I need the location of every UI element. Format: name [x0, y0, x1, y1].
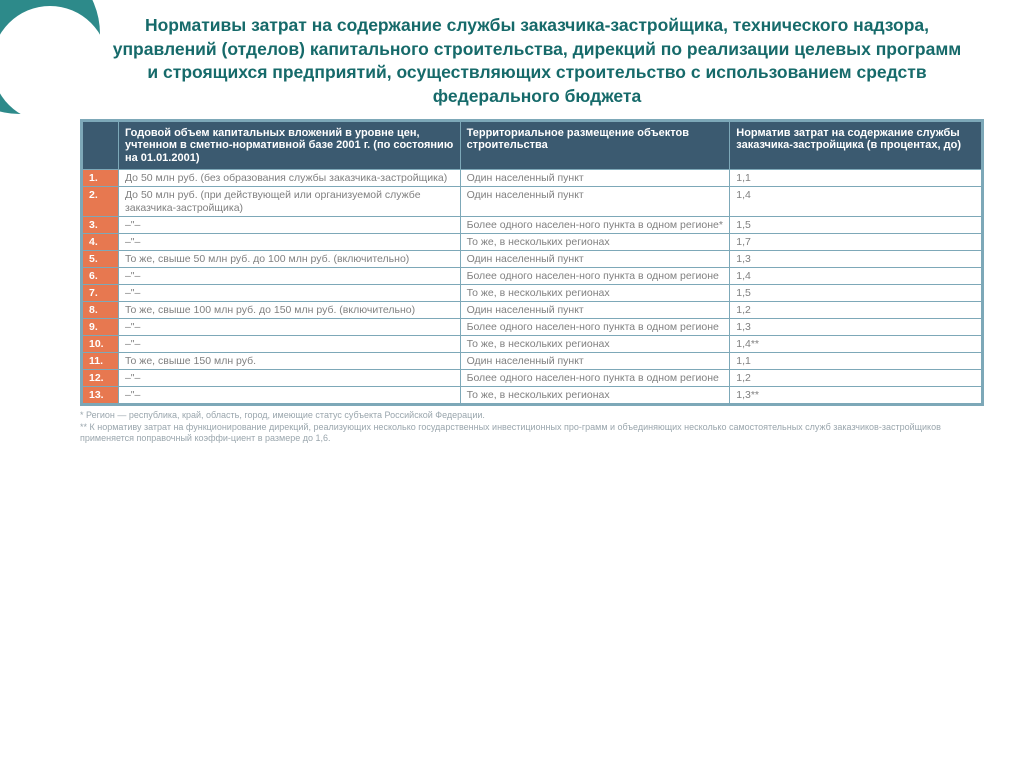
- row-volume: –"–: [118, 267, 460, 284]
- row-location: Более одного населен-ного пункта в одном…: [460, 318, 730, 335]
- row-volume: –"–: [118, 387, 460, 404]
- row-location: Более одного населен-ного пункта в одном…: [460, 370, 730, 387]
- row-location: То же, в нескольких регионах: [460, 387, 730, 404]
- table-row: 5.То же, свыше 50 млн руб. до 100 млн ру…: [83, 250, 982, 267]
- row-norm-value: 1,2: [730, 370, 982, 387]
- norms-table: Годовой объем капитальных вложений в уро…: [82, 121, 982, 405]
- row-norm-value: 1,5: [730, 216, 982, 233]
- table-row: 3.–"–Более одного населен-ного пункта в …: [83, 216, 982, 233]
- table-row: 2.До 50 млн руб. (при действующей или ор…: [83, 187, 982, 216]
- row-volume: До 50 млн руб. (при действующей или орга…: [118, 187, 460, 216]
- row-number: 8.: [83, 301, 119, 318]
- row-location: Более одного населен-ного пункта в одном…: [460, 216, 730, 233]
- row-location: То же, в нескольких регионах: [460, 336, 730, 353]
- row-location: Один населенный пункт: [460, 301, 730, 318]
- table-header-row: Годовой объем капитальных вложений в уро…: [83, 121, 982, 170]
- row-volume: –"–: [118, 233, 460, 250]
- row-number: 4.: [83, 233, 119, 250]
- row-number: 10.: [83, 336, 119, 353]
- row-volume: –"–: [118, 370, 460, 387]
- row-number: 3.: [83, 216, 119, 233]
- row-volume: –"–: [118, 336, 460, 353]
- row-norm-value: 1,7: [730, 233, 982, 250]
- row-location: Один населенный пункт: [460, 187, 730, 216]
- table-row: 10.–"–То же, в нескольких регионах1,4**: [83, 336, 982, 353]
- row-volume: То же, свыше 100 млн руб. до 150 млн руб…: [118, 301, 460, 318]
- table-row: 11.То же, свыше 150 млн руб.Один населен…: [83, 353, 982, 370]
- row-norm-value: 1,2: [730, 301, 982, 318]
- row-norm-value: 1,3: [730, 250, 982, 267]
- row-number: 5.: [83, 250, 119, 267]
- row-norm-value: 1,4: [730, 187, 982, 216]
- header-num: [83, 121, 119, 170]
- row-number: 2.: [83, 187, 119, 216]
- row-volume: То же, свыше 150 млн руб.: [118, 353, 460, 370]
- row-location: Один населенный пункт: [460, 250, 730, 267]
- page-title: Нормативы затрат на содержание службы за…: [110, 14, 964, 109]
- row-norm-value: 1,4**: [730, 336, 982, 353]
- table-row: 7.–"–То же, в нескольких регионах1,5: [83, 284, 982, 301]
- row-number: 6.: [83, 267, 119, 284]
- table-row: 9.–"–Более одного населен-ного пункта в …: [83, 318, 982, 335]
- row-location: Один населенный пункт: [460, 170, 730, 187]
- row-volume: До 50 млн руб. (без образования службы з…: [118, 170, 460, 187]
- row-location: Более одного населен-ного пункта в одном…: [460, 267, 730, 284]
- footnote-1: * Регион — республика, край, область, го…: [80, 410, 984, 421]
- row-volume: –"–: [118, 318, 460, 335]
- row-norm-value: 1,1: [730, 170, 982, 187]
- row-number: 1.: [83, 170, 119, 187]
- table-row: 6.–"–Более одного населен-ного пункта в …: [83, 267, 982, 284]
- row-volume: –"–: [118, 216, 460, 233]
- table-row: 8.То же, свыше 100 млн руб. до 150 млн р…: [83, 301, 982, 318]
- row-location: То же, в нескольких регионах: [460, 284, 730, 301]
- row-location: То же, в нескольких регионах: [460, 233, 730, 250]
- norms-table-container: Годовой объем капитальных вложений в уро…: [80, 119, 984, 407]
- corner-decoration: [0, 0, 100, 114]
- row-norm-value: 1,3**: [730, 387, 982, 404]
- row-number: 13.: [83, 387, 119, 404]
- row-norm-value: 1,4: [730, 267, 982, 284]
- header-norm: Норматив затрат на содержание службы зак…: [730, 121, 982, 170]
- row-volume: –"–: [118, 284, 460, 301]
- header-volume: Годовой объем капитальных вложений в уро…: [118, 121, 460, 170]
- row-number: 11.: [83, 353, 119, 370]
- header-location: Территориальное размещение объектов стро…: [460, 121, 730, 170]
- footnote-2: ** К нормативу затрат на функционировани…: [80, 422, 984, 445]
- table-row: 1.До 50 млн руб. (без образования службы…: [83, 170, 982, 187]
- table-row: 13.–"–То же, в нескольких регионах1,3**: [83, 387, 982, 404]
- footnotes: * Регион — республика, край, область, го…: [80, 410, 984, 444]
- row-number: 12.: [83, 370, 119, 387]
- row-number: 7.: [83, 284, 119, 301]
- table-row: 4.–"–То же, в нескольких регионах1,7: [83, 233, 982, 250]
- row-number: 9.: [83, 318, 119, 335]
- table-row: 12.–"–Более одного населен-ного пункта в…: [83, 370, 982, 387]
- row-volume: То же, свыше 50 млн руб. до 100 млн руб.…: [118, 250, 460, 267]
- row-norm-value: 1,5: [730, 284, 982, 301]
- row-norm-value: 1,1: [730, 353, 982, 370]
- row-location: Один населенный пункт: [460, 353, 730, 370]
- row-norm-value: 1,3: [730, 318, 982, 335]
